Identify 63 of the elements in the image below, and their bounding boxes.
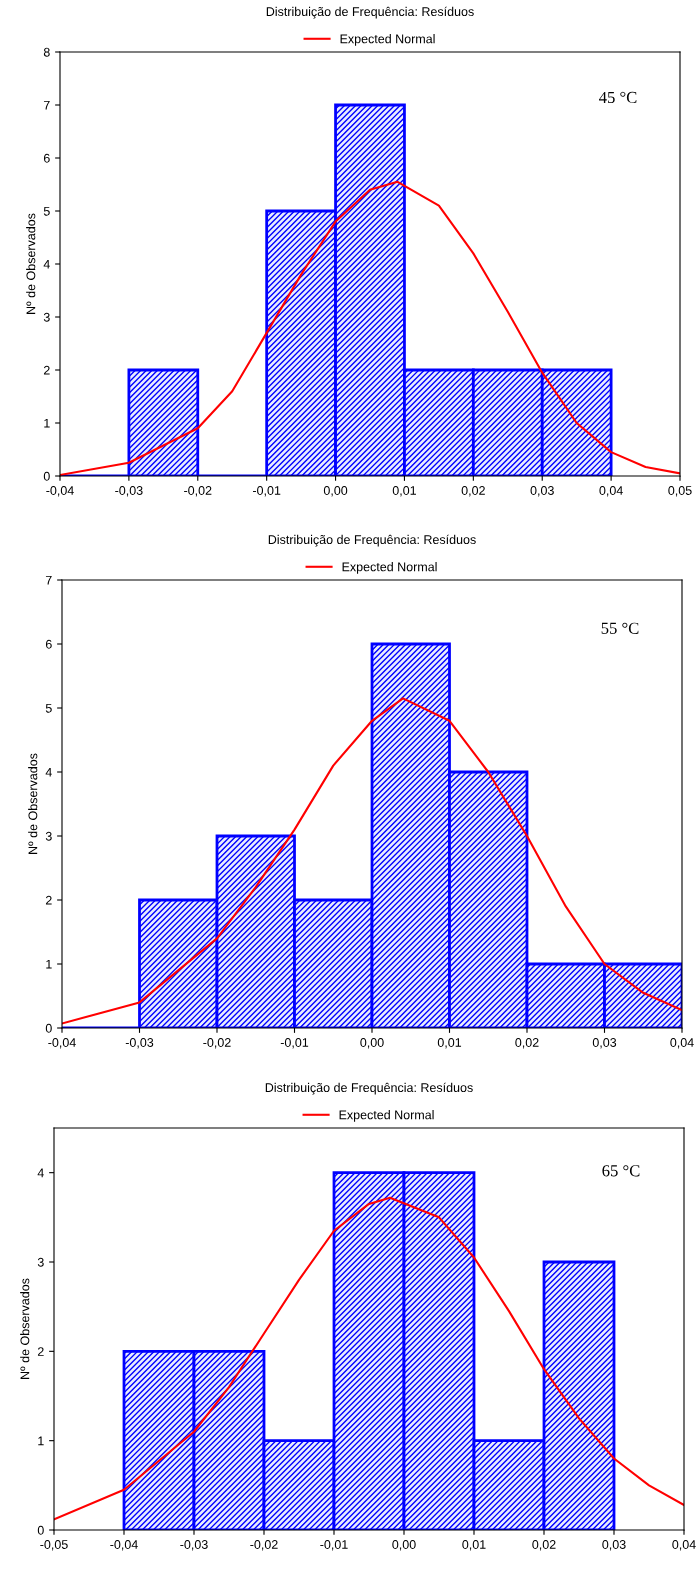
y-tick-label: 4 <box>37 1168 44 1178</box>
y-tick-label: 4 <box>45 767 52 777</box>
annotation: 55 °C <box>601 622 639 634</box>
y-tick-label: 5 <box>45 703 52 713</box>
x-tick-label: -0,01 <box>320 1540 348 1551</box>
x-tick-label: 0,03 <box>592 1038 617 1049</box>
legend-label: Expected Normal <box>340 34 435 46</box>
x-tick-label: -0,05 <box>40 1540 68 1551</box>
x-tick-label: 0,01 <box>392 486 416 497</box>
annotation: 45 °C <box>599 91 637 104</box>
y-tick-label: 1 <box>44 418 50 428</box>
x-tick-label: 0,02 <box>515 1038 539 1049</box>
y-tick-label: 0 <box>37 1525 44 1535</box>
x-tick-label: 0,04 <box>670 1038 694 1049</box>
y-tick-label: 6 <box>43 153 50 163</box>
y-axis-title: Nº de Observados <box>26 213 36 314</box>
annotation: 65 °C <box>602 1165 640 1177</box>
y-tick-label: 8 <box>43 47 50 57</box>
x-tick-label: -0,03 <box>115 486 143 497</box>
legend-label: Expected Normal <box>339 1110 434 1122</box>
x-tick-label: -0,03 <box>125 1038 154 1049</box>
x-tick-label: 0,00 <box>360 1038 384 1049</box>
x-tick-label: -0,01 <box>280 1038 309 1049</box>
x-tick-label: 0,01 <box>437 1038 462 1049</box>
x-tick-label: -0,04 <box>48 1038 76 1049</box>
y-axis-title: Nº de Observados <box>20 1278 30 1379</box>
legend-label: Expected Normal <box>342 562 437 574</box>
y-tick-label: 4 <box>43 259 50 269</box>
x-tick-label: -0,03 <box>180 1540 208 1551</box>
chart-title: Distribuição de Frequência: Resíduos <box>265 1082 473 1095</box>
y-tick-label: 2 <box>37 1347 44 1356</box>
x-tick-label: -0,01 <box>252 486 281 497</box>
x-tick-label: 0,02 <box>461 486 485 497</box>
x-tick-label: -0,04 <box>46 486 74 497</box>
y-tick-label: 2 <box>43 365 50 375</box>
x-tick-label: 0,05 <box>668 486 692 497</box>
y-tick-label: 7 <box>45 575 52 585</box>
x-tick-label: 0,04 <box>672 1540 696 1551</box>
x-tick-label: -0,04 <box>110 1540 138 1551</box>
x-tick-label: 0,01 <box>462 1540 486 1551</box>
y-tick-label: 5 <box>43 206 50 216</box>
x-tick-label: 0,03 <box>602 1540 626 1551</box>
x-tick-label: 0,04 <box>599 486 623 497</box>
x-tick-label: 0,00 <box>392 1540 416 1551</box>
x-tick-label: -0,02 <box>184 486 212 497</box>
x-tick-label: 0,02 <box>532 1540 556 1551</box>
chart-title: Distribuição de Frequência: Resíduos <box>268 534 476 547</box>
y-tick-label: 7 <box>43 100 50 110</box>
y-tick-label: 3 <box>37 1257 44 1267</box>
y-tick-label: 0 <box>45 1023 52 1033</box>
y-tick-label: 3 <box>43 312 50 322</box>
x-tick-label: -0,02 <box>203 1038 231 1049</box>
y-tick-label: 2 <box>45 895 52 905</box>
y-tick-label: 1 <box>38 1436 44 1446</box>
y-tick-label: 0 <box>43 471 50 481</box>
y-tick-label: 6 <box>45 639 52 649</box>
y-tick-label: 1 <box>46 959 52 969</box>
y-tick-label: 3 <box>45 831 52 841</box>
y-axis-title: Nº de Observados <box>28 753 38 854</box>
x-tick-label: -0,02 <box>250 1540 278 1551</box>
x-tick-label: 0,03 <box>530 486 554 497</box>
chart-title: Distribuição de Frequência: Resíduos <box>266 6 474 19</box>
x-tick-label: 0,00 <box>323 486 348 497</box>
